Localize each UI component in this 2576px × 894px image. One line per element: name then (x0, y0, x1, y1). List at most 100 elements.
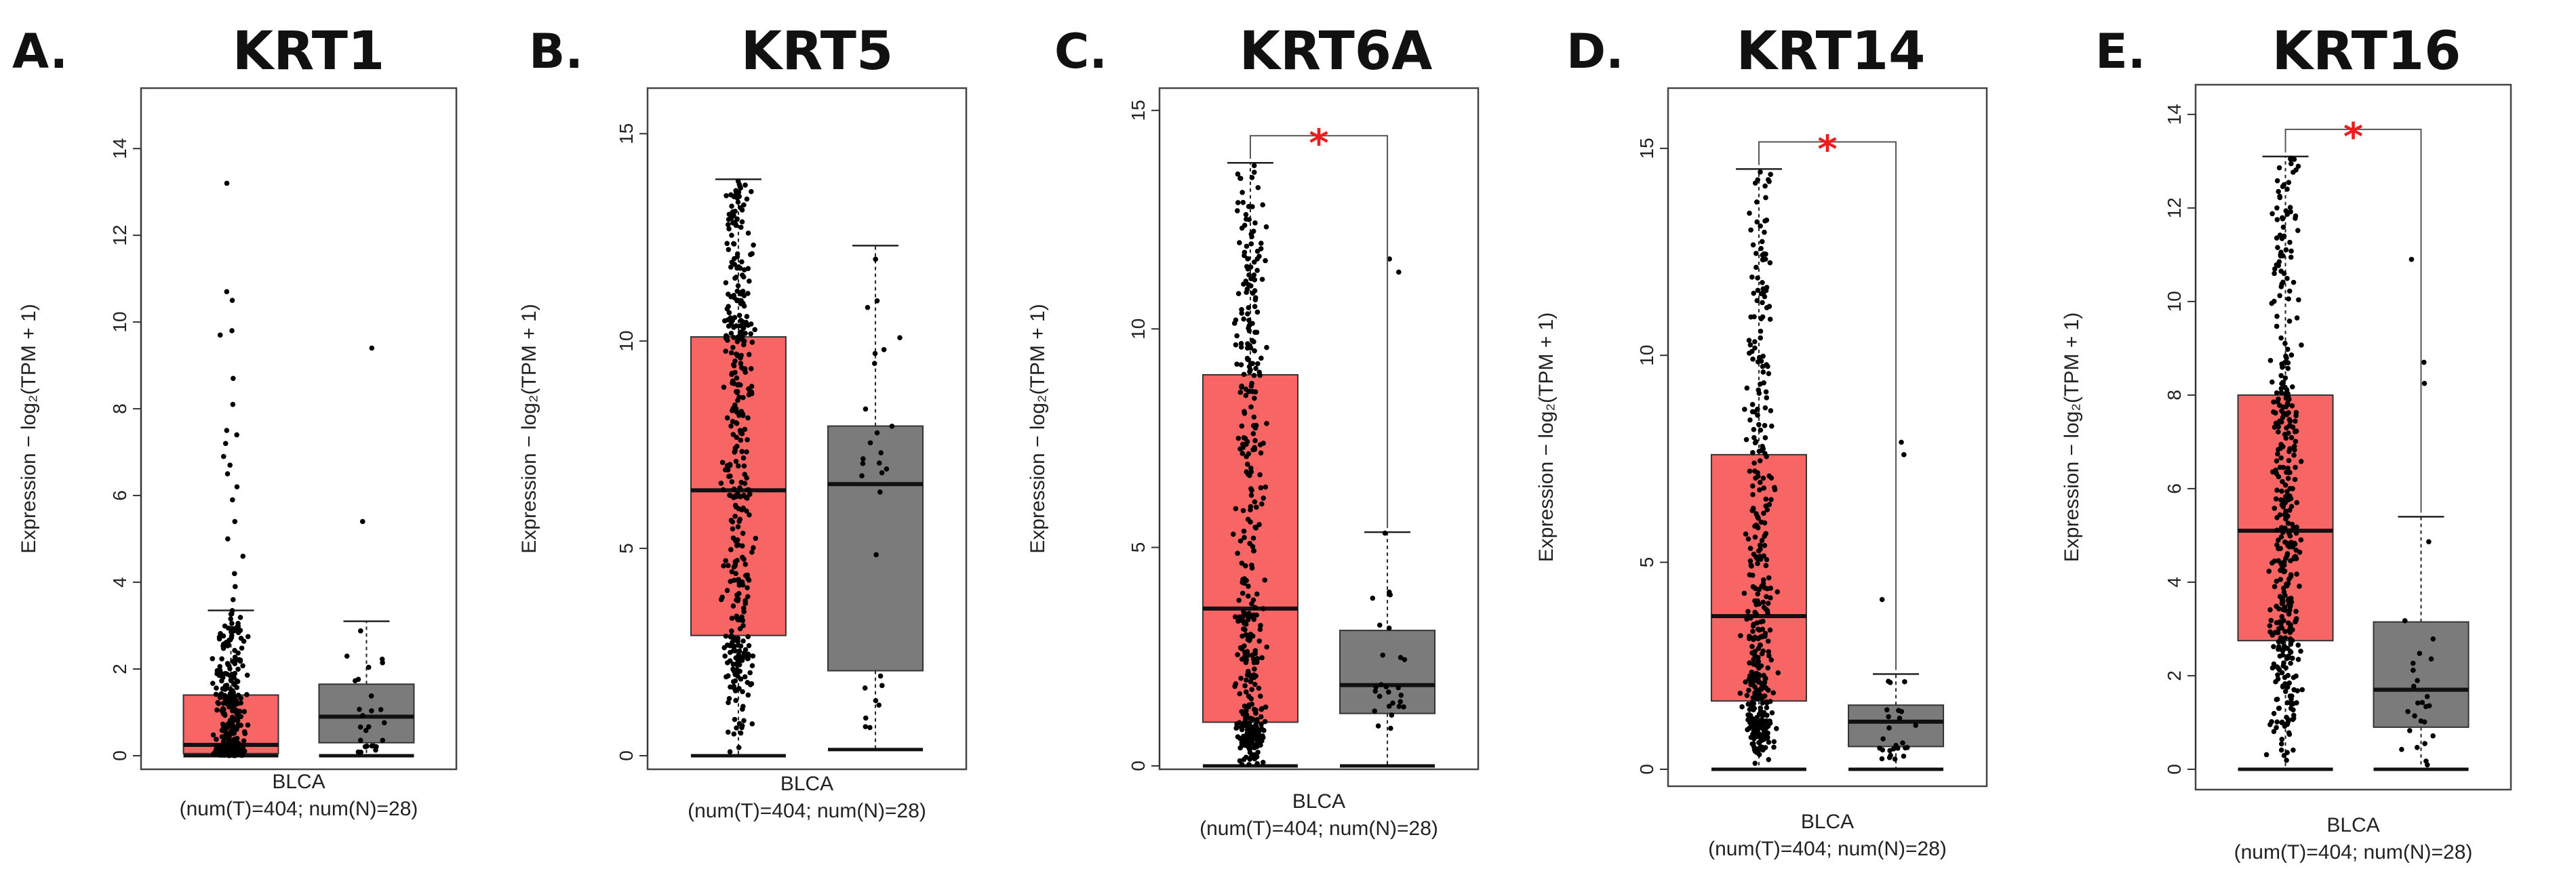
tumor-data-point (1256, 638, 1263, 644)
tumor-data-point (2288, 660, 2293, 666)
tumor-data-point (2299, 342, 2304, 348)
tumor-data-point (2282, 568, 2288, 574)
tumor-data-point (1251, 656, 1256, 662)
tumor-data-point (1257, 472, 1263, 478)
tumor-data-point (2276, 188, 2281, 195)
tumor-data-point (1232, 683, 1237, 689)
tumor-data-point (226, 733, 231, 739)
tumor-data-point (2274, 323, 2280, 329)
tumor-data-point (1259, 355, 1264, 361)
tumor-data-point (1749, 409, 1756, 415)
tumor-data-point (729, 232, 734, 238)
tumor-data-point (2293, 530, 2299, 536)
plot-frame (140, 87, 458, 771)
tumor-data-point (2271, 399, 2276, 405)
tumor-data-point (2288, 248, 2294, 254)
normal-data-point (357, 706, 362, 712)
tumor-data-point (1753, 555, 1760, 561)
tumor-data-point (1768, 408, 1774, 413)
tumor-data-point (238, 695, 243, 701)
tumor-data-point (1753, 475, 1758, 481)
tumor-data-point (719, 594, 725, 600)
tumor-data-point (742, 472, 748, 477)
tumor-data-point (2287, 239, 2293, 245)
tumor-data-point (740, 689, 745, 695)
normal-data-point (873, 697, 879, 704)
tumor-data-point (736, 312, 742, 319)
tumor-data-point (1257, 626, 1263, 632)
x-sample-counts: (num(T)=404; num(N)=28) (2234, 841, 2473, 863)
tumor-data-point (1749, 275, 1755, 280)
tumor-data-point (1758, 169, 1763, 175)
tumor-data-point (241, 738, 247, 744)
tumor-data-point (1770, 690, 1777, 695)
tumor-data-point (734, 216, 740, 222)
normal-data-point (874, 298, 880, 304)
tumor-data-point (742, 426, 748, 432)
tumor-data-point (2278, 445, 2284, 451)
y-tick-label: 6 (109, 490, 130, 501)
tumor-data-point (1761, 380, 1766, 386)
tumor-data-point (1750, 695, 1756, 701)
tumor-data-point (1766, 575, 1772, 581)
tumor-data-point (734, 543, 740, 548)
x-sample-counts: (num(T)=404; num(N)=28) (1708, 838, 1947, 860)
tumor-data-point (1234, 721, 1240, 727)
tumor-data-point (740, 413, 746, 418)
tumor-data-point (1767, 260, 1773, 266)
tumor-data-point (1752, 690, 1758, 695)
tumor-data-point (226, 703, 233, 709)
tumor-data-point (734, 298, 740, 304)
tumor-data-point (732, 193, 738, 199)
tumor-data-point (1242, 683, 1248, 689)
tumor-data-point (1749, 572, 1756, 578)
tumor-data-point (1748, 680, 1753, 685)
tumor-data-point (747, 279, 752, 284)
tumor-data-point (216, 634, 222, 640)
normal-data-point (353, 678, 358, 684)
tumor-data-point (2291, 279, 2297, 285)
tumor-data-point (2292, 476, 2298, 483)
normal-data-point (863, 715, 869, 721)
normal-data-point (2406, 728, 2413, 733)
x-sample-counts: (num(T)=404; num(N)=28) (688, 800, 926, 822)
tumor-data-point (1252, 389, 1259, 394)
tumor-data-point (1234, 361, 1240, 367)
tumor-data-point (2289, 693, 2295, 699)
tumor-data-point (740, 605, 747, 611)
tumor-data-point (749, 663, 755, 668)
normal-data-point (2411, 683, 2417, 689)
tumor-data-point (1260, 202, 1265, 207)
tumor-data-point (2291, 712, 2297, 718)
y-tick-label: 10 (1636, 345, 1657, 366)
tumor-data-point (741, 202, 747, 208)
tumor-data-point (2278, 249, 2284, 256)
tumor-data-point (2291, 747, 2296, 753)
tumor-data-point (744, 508, 749, 514)
tumor-data-point (1760, 634, 1765, 640)
tumor-data-point (731, 335, 737, 340)
tumor-data-point (730, 432, 736, 437)
y-tick-label: 15 (616, 123, 637, 144)
tumor-data-point (1243, 211, 1249, 218)
tumor-data-point (215, 699, 221, 706)
tumor-data-point (1743, 436, 1749, 443)
tumor-data-point (727, 462, 733, 468)
tumor-data-point (1746, 338, 1752, 344)
tumor-data-point (1264, 420, 1269, 426)
tumor-data-point (740, 530, 746, 536)
tumor-data-point (2274, 527, 2280, 533)
tumor-data-point (1239, 725, 1244, 730)
tumor-data-point (1761, 510, 1766, 516)
tumor-data-point (1252, 731, 1258, 737)
tumor-data-point (2293, 673, 2299, 679)
tumor-data-point (238, 723, 243, 728)
tumor-data-point (1232, 614, 1238, 619)
tumor-data-point (1240, 199, 1246, 205)
x-category-label: BLCA (780, 773, 833, 795)
tumor-data-point (2270, 665, 2276, 671)
normal-data-point (1370, 595, 1376, 601)
tumor-data-point (1766, 653, 1772, 659)
normal-data-point (1383, 684, 1389, 690)
y-tick-label: 4 (109, 577, 130, 588)
